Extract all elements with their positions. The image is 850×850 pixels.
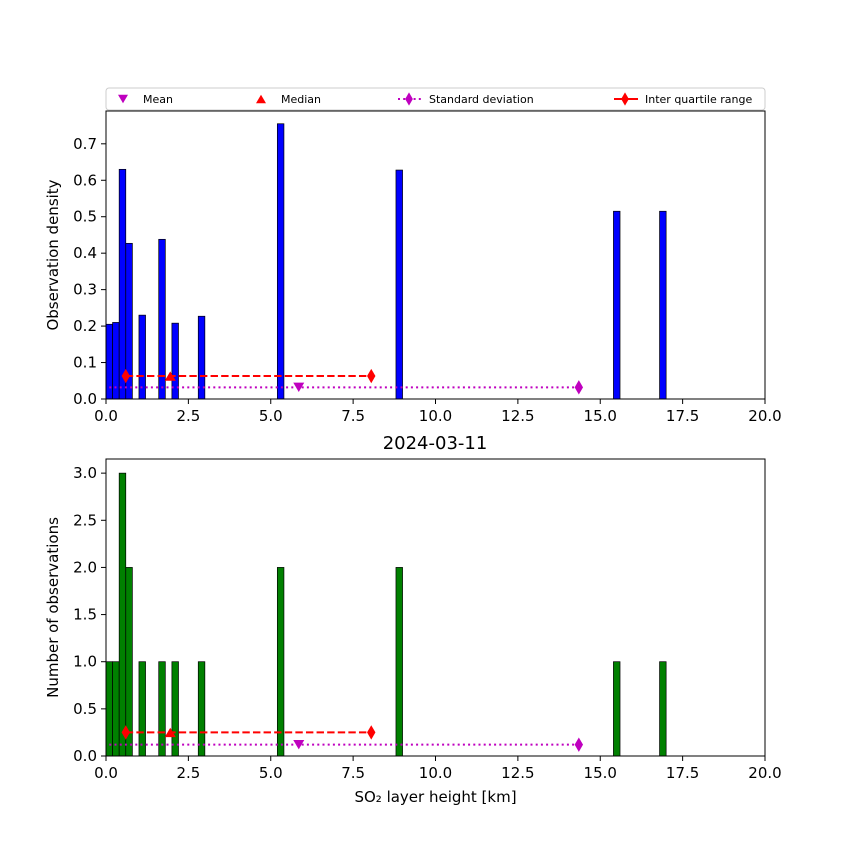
x-tick-label-bottom-7: 17.5 bbox=[666, 764, 699, 782]
y-tick-label-top-0: 0.0 bbox=[73, 390, 97, 408]
y-tick-label-bottom-3: 1.5 bbox=[73, 606, 97, 624]
median-marker-top bbox=[164, 371, 176, 381]
bar-top-2 bbox=[118, 168, 127, 400]
y-tick-label-bottom-1: 0.5 bbox=[73, 700, 97, 718]
legend-marker-0 bbox=[118, 94, 128, 104]
bar-bottom-5 bbox=[158, 661, 166, 757]
legend-marker-2 bbox=[405, 92, 413, 106]
bar-bottom-8 bbox=[276, 567, 285, 757]
iqr-marker-top-0 bbox=[121, 368, 130, 384]
y-tick-label-top-3: 0.3 bbox=[73, 281, 97, 299]
bar-bottom-7 bbox=[197, 661, 206, 757]
legend-marker-3 bbox=[621, 92, 629, 106]
y-tick-label-top-7: 0.7 bbox=[73, 135, 97, 153]
x-tick-label-bottom-1: 2.5 bbox=[176, 764, 200, 782]
x-tick-label-bottom-6: 15.0 bbox=[584, 764, 617, 782]
std-deviation-marker-top bbox=[574, 380, 584, 395]
x-tick-label-top-5: 12.5 bbox=[501, 407, 534, 425]
x-tick-label-bottom-2: 5.0 bbox=[259, 764, 283, 782]
y-tick-label-top-6: 0.6 bbox=[73, 171, 97, 189]
bar-bottom-6 bbox=[171, 661, 179, 757]
x-tick-label-top-8: 20.0 bbox=[748, 407, 781, 425]
y-tick-label-top-5: 0.5 bbox=[73, 208, 97, 226]
y-tick-label-top-1: 0.1 bbox=[73, 354, 97, 372]
panel-bottom: 0.0 2.5 5.0 7.5 10.0 12.5 15.0 17.5 20.0 0.0 0.5 1.… bbox=[44, 458, 782, 806]
x-tick-label-top-7: 17.5 bbox=[666, 407, 699, 425]
y-tick-label-bottom-5: 2.5 bbox=[73, 511, 97, 529]
x-tick-label-top-6: 15.0 bbox=[584, 407, 617, 425]
y-tick-label-bottom-2: 1.0 bbox=[73, 653, 97, 671]
legend-label-2: Standard deviation bbox=[429, 93, 534, 106]
chart-title: 2024-03-11 bbox=[383, 433, 488, 454]
x-tick-label-bottom-8: 20.0 bbox=[748, 764, 781, 782]
y-tick-label-bottom-4: 2.0 bbox=[73, 558, 97, 576]
legend-label-0: Mean bbox=[143, 93, 173, 106]
x-tick-label-top-1: 2.5 bbox=[176, 407, 200, 425]
legend-label-1: Median bbox=[281, 93, 321, 106]
bar-bottom-1 bbox=[112, 661, 120, 757]
std-deviation-marker-bottom bbox=[574, 737, 584, 752]
y-axis-label-bottom: Number of observations bbox=[44, 517, 62, 698]
bar-top-10 bbox=[613, 210, 621, 400]
bar-bottom-9 bbox=[395, 567, 403, 757]
iqr-marker-bottom-0 bbox=[121, 725, 130, 740]
x-tick-label-top-0: 0.0 bbox=[94, 407, 118, 425]
mean-marker-bottom bbox=[293, 740, 305, 750]
x-tick-label-top-2: 5.0 bbox=[259, 407, 283, 425]
panel-top: 0.0 2.5 5.0 7.5 10.0 12.5 15.0 17.5 20.0 0.0 0.1 0.… bbox=[44, 110, 782, 425]
median-marker-bottom bbox=[164, 727, 176, 738]
legend: Mean Median Standard deviation Inter quarti… bbox=[105, 87, 766, 111]
x-tick-label-bottom-5: 12.5 bbox=[501, 764, 534, 782]
bar-top-8 bbox=[276, 123, 285, 400]
iqr-marker-bottom-1 bbox=[367, 725, 376, 740]
bar-top-9 bbox=[395, 169, 403, 400]
x-tick-label-bottom-3: 7.5 bbox=[341, 764, 365, 782]
legend-marker-1 bbox=[256, 94, 266, 104]
bar-bottom-0 bbox=[105, 661, 113, 757]
y-tick-label-top-2: 0.2 bbox=[73, 317, 97, 335]
y-tick-label-bottom-6: 3.0 bbox=[73, 464, 97, 482]
x-tick-label-bottom-4: 10.0 bbox=[419, 764, 452, 782]
legend-label-3: Inter quartile range bbox=[645, 93, 752, 106]
x-tick-label-top-4: 10.0 bbox=[419, 407, 452, 425]
y-tick-label-bottom-0: 0.0 bbox=[73, 747, 97, 765]
legend-box bbox=[105, 87, 766, 111]
bar-bottom-11 bbox=[659, 661, 667, 757]
x-tick-label-bottom-0: 0.0 bbox=[94, 764, 118, 782]
x-tick-label-top-3: 7.5 bbox=[341, 407, 365, 425]
x-axis-label-bottom: SO₂ layer height [km] bbox=[354, 788, 516, 806]
mean-marker-top bbox=[293, 382, 305, 393]
bar-bottom-4 bbox=[138, 661, 146, 757]
y-axis-label-top: Observation density bbox=[44, 179, 62, 330]
bar-bottom-10 bbox=[613, 661, 621, 757]
bar-top-11 bbox=[659, 210, 667, 400]
bar-bottom-2 bbox=[118, 472, 127, 757]
iqr-marker-top-1 bbox=[367, 368, 376, 384]
y-tick-label-top-4: 0.4 bbox=[73, 244, 97, 262]
